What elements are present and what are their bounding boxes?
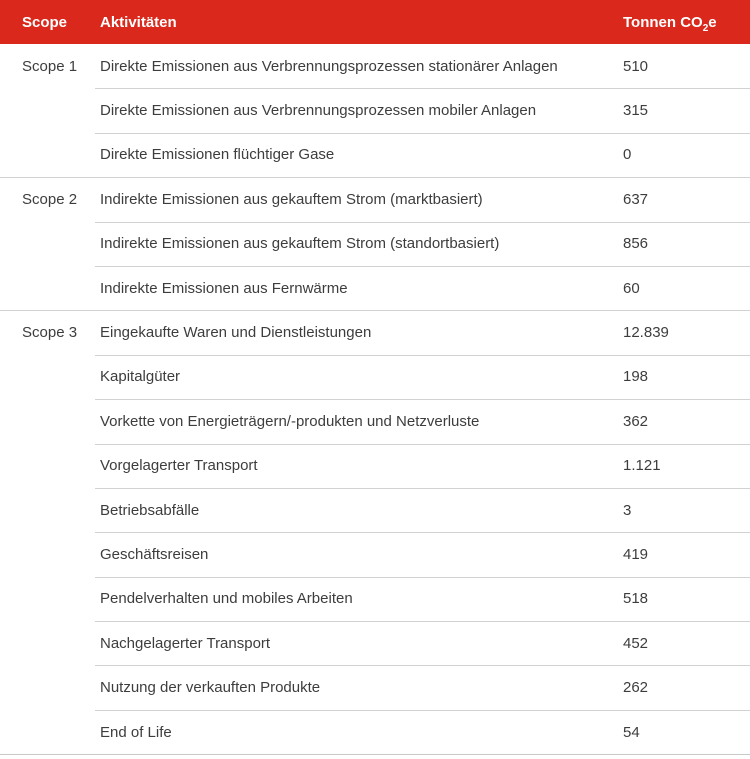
table-row: Scope 3 Eingekaufte Waren und Dienstleis… [0, 310, 750, 354]
activity-cell: Pendelverhalten und mobiles Arbeiten [100, 590, 353, 608]
tonnes-cell: 54 [623, 723, 640, 741]
activity-cell: Indirekte Emissionen aus Fernwärme [100, 279, 348, 297]
tonnes-cell: 315 [623, 102, 649, 120]
activity-cell: Geschäftsreisen [100, 545, 209, 563]
tonnes-cell: 12.839 [623, 324, 669, 342]
tonnes-cell: 637 [623, 190, 649, 208]
table-row: Vorkette von Energieträgern/-produkten u… [0, 399, 750, 443]
table-row: Nutzung der verkauften Produkte 262 [0, 665, 750, 709]
activity-cell: Vorkette von Energieträgern/-produkten u… [100, 412, 480, 430]
activity-cell: Vorgelagerter Transport [100, 457, 258, 475]
header-activity: Aktivitäten [100, 13, 177, 31]
table-row: Nachgelagerter Transport 452 [0, 621, 750, 665]
scope-cell: Scope 2 [22, 190, 78, 208]
scope-cell: Scope 3 [22, 324, 78, 342]
table-row: Pendelverhalten und mobiles Arbeiten 518 [0, 576, 750, 621]
tonnes-cell: 0 [623, 146, 632, 164]
activity-cell: Betriebsabfälle [100, 501, 200, 519]
tonnes-cell: 3 [623, 501, 632, 519]
table-row: Vorgelagerter Transport 1.121 [0, 443, 750, 488]
table-row: Scope 1 Direkte Emissionen aus Verbrennu… [0, 44, 750, 88]
tonnes-cell: 452 [623, 634, 649, 652]
table-header: Scope Aktivitäten Tonnen CO2e [0, 0, 750, 44]
table-row: Scope 2 Indirekte Emissionen aus gekauft… [0, 177, 750, 221]
table-row: Indirekte Emissionen aus gekauftem Strom… [0, 221, 750, 266]
tonnes-cell: 60 [623, 279, 640, 297]
activity-cell: Indirekte Emissionen aus gekauftem Strom… [100, 235, 500, 253]
header-scope: Scope [22, 13, 68, 31]
tonnes-cell: 262 [623, 679, 649, 697]
activity-cell: Indirekte Emissionen aus gekauftem Strom… [100, 190, 483, 208]
header-tonnes-suffix: e [708, 13, 717, 31]
tonnes-cell: 856 [623, 235, 649, 253]
tonnes-cell: 419 [623, 545, 649, 563]
tonnes-cell: 1.121 [623, 457, 661, 475]
table-row: Indirekte Emissionen aus Fernwärme 60 [0, 265, 750, 310]
table-row: Direkte Emissionen flüchtiger Gase 0 [0, 132, 750, 177]
scope-cell: Scope 1 [22, 57, 78, 75]
activity-cell: End of Life [100, 723, 172, 741]
activity-cell: Kapitalgüter [100, 368, 181, 386]
activity-cell: Direkte Emissionen flüchtiger Gase [100, 146, 335, 164]
table-row: Betriebsabfälle 3 [0, 487, 750, 532]
table-row: Direkte Emissionen aus Verbrennungsproze… [0, 88, 750, 132]
activity-cell: Direkte Emissionen aus Verbrennungsproze… [100, 102, 537, 120]
header-tonnes-subscript: 2 [702, 22, 709, 34]
table-row: End of Life 54 [0, 709, 750, 754]
tonnes-cell: 518 [623, 590, 649, 608]
activity-cell: Nachgelagerter Transport [100, 634, 271, 652]
header-tonnes: Tonnen CO2e [623, 13, 750, 34]
activity-cell: Eingekaufte Waren und Dienstleistungen [100, 324, 372, 342]
table-body: Scope 1 Direkte Emissionen aus Verbrennu… [0, 44, 750, 756]
header-tonnes-prefix: Tonnen CO [623, 13, 703, 31]
activity-cell: Nutzung der verkauften Produkte [100, 679, 321, 697]
tonnes-cell: 362 [623, 412, 649, 430]
table-row: Kapitalgüter 198 [0, 354, 750, 399]
tonnes-cell: 198 [623, 368, 649, 386]
activity-cell: Direkte Emissionen aus Verbrennungsproze… [100, 57, 558, 75]
tonnes-cell: 510 [623, 57, 649, 75]
table-row: Geschäftsreisen 419 [0, 532, 750, 576]
